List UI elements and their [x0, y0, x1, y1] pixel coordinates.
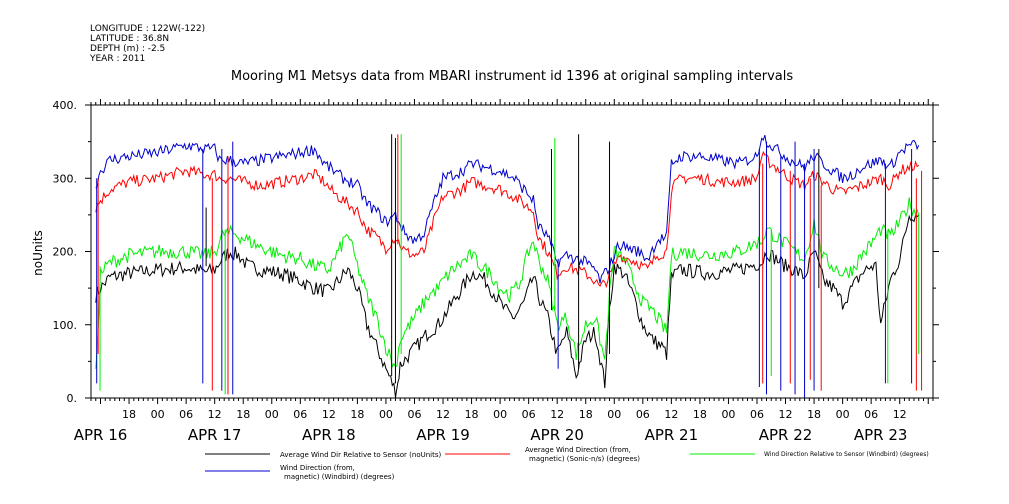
x-hour-label: 00	[493, 408, 507, 421]
y-tick-label: 400.	[53, 99, 78, 112]
legend: Average Wind Dir Relative to Sensor (noU…	[205, 446, 929, 481]
x-hour-label: 12	[322, 408, 336, 421]
meta-latitude: LATITUDE : 36.8N	[90, 34, 169, 44]
x-date-label: APR 19	[416, 426, 470, 444]
chart-title: Mooring M1 Metsys data from MBARI instru…	[231, 69, 793, 84]
y-tick-label: 0.	[67, 392, 78, 405]
legend-item-0: Average Wind Dir Relative to Sensor (noU…	[205, 451, 441, 459]
legend-label-1: Average Wind Direction (from, magnetic) …	[525, 446, 640, 463]
legend-item-1: Average Wind Direction (from, magnetic) …	[445, 446, 640, 463]
y-axis-label: noUnits	[31, 230, 45, 276]
x-hour-label: 18	[807, 408, 821, 421]
x-hour-label: 18	[350, 408, 364, 421]
x-hour-label: 12	[779, 408, 793, 421]
x-hour-label: 18	[579, 408, 593, 421]
x-hour-label: 06	[864, 408, 878, 421]
legend-label-1-line-2: magnetic) (Sonic-n/s) (degrees)	[529, 455, 640, 463]
x-hour-label: 00	[379, 408, 393, 421]
legend-item-3: Wind Direction (from, magnetic) (Windbir…	[205, 464, 395, 481]
meta-longitude: LONGITUDE : 122W(-122)	[90, 24, 205, 34]
x-hour-label: 06	[750, 408, 764, 421]
x-date-label: APR 21	[645, 426, 699, 444]
legend-item-2: Wind Direction Relative to Sensor (Windb…	[690, 451, 929, 458]
y-tick-label: 100.	[53, 319, 78, 332]
legend-label-1-line-1: Average Wind Direction (from,	[525, 446, 631, 454]
legend-label-3-line-1: Wind Direction (from,	[280, 464, 355, 472]
x-hour-label: 00	[151, 408, 165, 421]
x-hour-label: 00	[607, 408, 621, 421]
axis-layer: 0. 100. 200. 300. 400. 18 00 06 12 18 00 06 12 18 00 06…	[53, 99, 939, 444]
x-hour-label: 12	[436, 408, 450, 421]
metadata-block: LONGITUDE : 122W(-122) LATITUDE : 36.8N …	[89, 24, 205, 64]
x-date-label: APR 17	[188, 426, 242, 444]
x-hour-label: 18	[693, 408, 707, 421]
legend-label-2: Wind Direction Relative to Sensor (Windb…	[764, 451, 929, 458]
x-hour-label: 00	[721, 408, 735, 421]
x-hour-label: 12	[208, 408, 222, 421]
x-hour-label: 18	[465, 408, 479, 421]
x-hour-label: 06	[293, 408, 307, 421]
y-tick-label: 300.	[53, 172, 78, 185]
x-hour-label: 06	[636, 408, 650, 421]
legend-label-3-line-2: magnetic) (Windbird) (degrees)	[284, 473, 395, 481]
y-tick-label: 200.	[53, 246, 78, 259]
x-date-label: APR 22	[759, 426, 813, 444]
x-hour-label: 06	[407, 408, 421, 421]
x-hour-label: 12	[550, 408, 564, 421]
series-layer	[95, 134, 923, 398]
x-date-label: APR 16	[74, 426, 128, 444]
x-hour-label: 12	[664, 408, 678, 421]
x-hour-label: 18	[236, 408, 250, 421]
x-hour-label: 18	[122, 408, 136, 421]
x-hour-label: 12	[893, 408, 907, 421]
meta-year: YEAR : 2011	[89, 54, 145, 64]
x-hour-label: 06	[522, 408, 536, 421]
x-date-label: APR 20	[530, 426, 584, 444]
x-hour-label: 00	[836, 408, 850, 421]
x-hour-label: 06	[179, 408, 193, 421]
x-date-label: APR 23	[854, 426, 908, 444]
x-date-label: APR 18	[302, 426, 356, 444]
x-hour-label: 00	[265, 408, 279, 421]
legend-label-0: Average Wind Dir Relative to Sensor (noU…	[280, 451, 441, 459]
legend-label-3: Wind Direction (from, magnetic) (Windbir…	[280, 464, 395, 481]
meta-depth: DEPTH (m) : -2.5	[90, 44, 165, 54]
